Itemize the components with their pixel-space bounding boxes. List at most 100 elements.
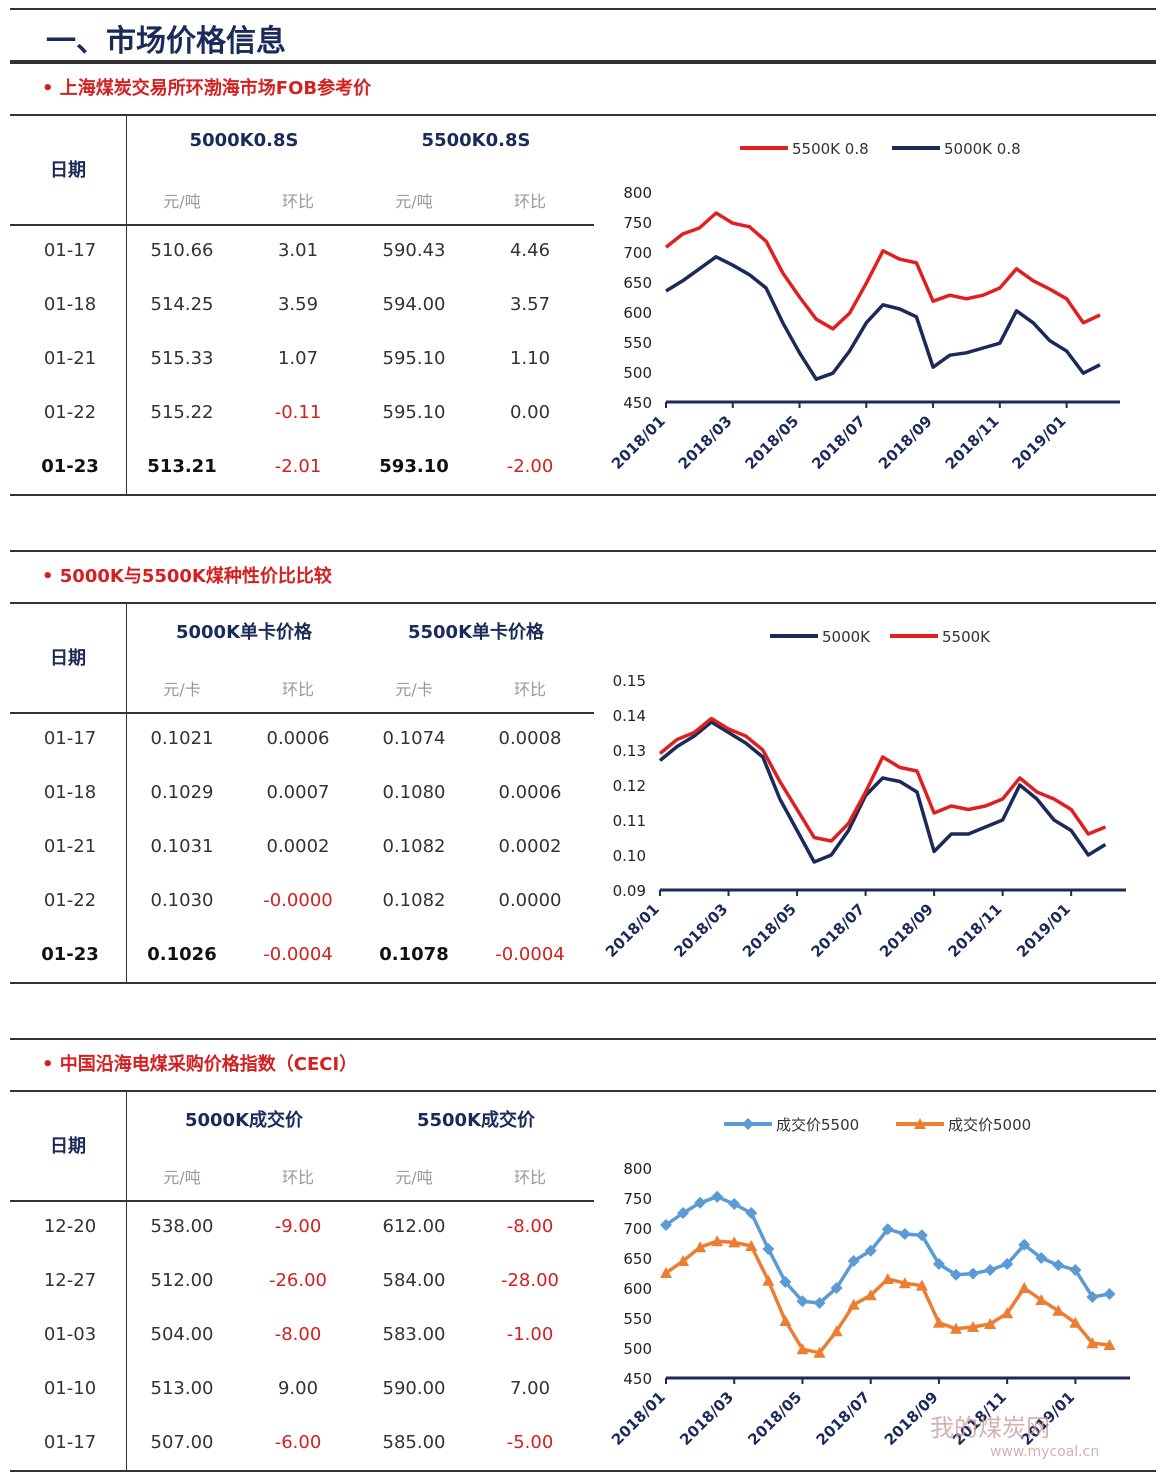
table-cell-v1: 513.21 <box>147 456 217 477</box>
data-point-triangle <box>660 1267 672 1278</box>
y-tick-label: 550 <box>623 334 652 352</box>
data-point-diamond <box>677 1207 690 1219</box>
col-group-header: 5000K0.8S <box>189 130 299 151</box>
table-cell-date: 01-21 <box>43 836 97 857</box>
table-cell-v1: 504.00 <box>150 1324 214 1345</box>
data-point-diamond <box>1018 1238 1031 1251</box>
col-group-header: 5000K成交价 <box>184 1110 304 1131</box>
table-cell-c2: -5.00 <box>506 1432 554 1453</box>
data-point-diamond <box>1052 1259 1065 1272</box>
table-cell-c1: 0.0006 <box>266 728 330 749</box>
y-tick-label: 800 <box>623 1160 652 1178</box>
y-tick-label: 0.13 <box>613 742 646 760</box>
table-cell-v2: 583.00 <box>382 1324 446 1345</box>
x-tick-label: 2018/05 <box>744 1388 805 1449</box>
unit-header: 元/卡 <box>163 680 201 699</box>
y-tick-label: 800 <box>623 184 652 202</box>
data-point-diamond <box>984 1264 997 1276</box>
data-point-triangle <box>1052 1304 1065 1316</box>
legend-item: 成交价5500 <box>724 1116 859 1134</box>
table-cell-date: 01-17 <box>43 1432 97 1453</box>
table-cell-v1: 512.00 <box>150 1270 214 1291</box>
date-column-header: 日期 <box>50 160 86 181</box>
data-point-diamond <box>967 1267 980 1280</box>
y-tick-label: 750 <box>623 214 652 232</box>
data-point-triangle <box>1086 1337 1099 1349</box>
data-point-triangle <box>915 1279 928 1291</box>
data-point-diamond <box>745 1207 758 1219</box>
unit-header: 元/卡 <box>395 680 433 699</box>
table-cell-v2: 590.00 <box>382 1378 446 1399</box>
data-point-triangle <box>813 1346 826 1358</box>
unit-header: 环比 <box>513 192 546 211</box>
table-cell-c1: 3.01 <box>277 240 319 261</box>
data-point-triangle <box>898 1277 911 1289</box>
y-tick-label: 0.11 <box>613 812 646 830</box>
data-point-diamond <box>694 1196 707 1209</box>
table-cell-v1: 0.1026 <box>147 944 217 965</box>
table-cell-date: 01-21 <box>43 348 97 369</box>
x-tick-label: 2018/05 <box>741 412 802 473</box>
table-cell-v2: 0.1078 <box>379 944 449 965</box>
unit-header: 元/吨 <box>395 192 433 211</box>
table-cell-v2: 585.00 <box>382 1432 446 1453</box>
table-cell-c2: 7.00 <box>509 1378 551 1399</box>
y-tick-label: 450 <box>623 1370 652 1388</box>
y-tick-label: 550 <box>623 1310 652 1328</box>
y-tick-label: 600 <box>623 1280 652 1298</box>
legend-label: 5500K <box>942 628 991 646</box>
y-tick-label: 650 <box>623 1250 652 1268</box>
legend-item: 5000K <box>770 628 871 646</box>
y-tick-label: 500 <box>623 1340 652 1358</box>
table-cell-v1: 507.00 <box>150 1432 214 1453</box>
table-cell-c1: -0.0000 <box>263 890 333 911</box>
y-tick-label: 450 <box>623 394 652 412</box>
x-tick-label: 2018/05 <box>739 900 800 961</box>
x-tick-label: 2018/03 <box>676 1388 737 1449</box>
data-point-triangle <box>1001 1307 1014 1319</box>
table-cell-v2: 595.10 <box>382 402 446 423</box>
x-tick-label: 2018/09 <box>875 412 936 473</box>
x-tick-label: 2018/03 <box>675 412 736 473</box>
table-cell-date: 12-20 <box>43 1216 97 1237</box>
table-cell-c1: 0.0007 <box>266 782 330 803</box>
series-line-0 <box>658 720 1107 864</box>
table-cell-date: 01-03 <box>43 1324 97 1345</box>
section-heading: • 中国沿海电煤采购价格指数（CECI） <box>42 1054 358 1075</box>
y-tick-label: 0.10 <box>613 847 646 865</box>
unit-header: 环比 <box>281 192 314 211</box>
table-cell-c2: 3.57 <box>509 294 551 315</box>
y-tick-label: 0.15 <box>613 672 646 690</box>
section-heading: • 上海煤炭交易所环渤海市场FOB参考价 <box>42 78 372 99</box>
table-cell-v2: 612.00 <box>382 1216 446 1237</box>
unit-header: 元/吨 <box>395 1168 433 1187</box>
table-cell-c2: 0.0002 <box>498 836 562 857</box>
data-point-diamond <box>830 1282 843 1294</box>
table-cell-v2: 590.43 <box>382 240 446 261</box>
x-tick-label: 2019/01 <box>1009 412 1070 473</box>
table-cell-date: 12-27 <box>43 1270 97 1291</box>
date-column-header: 日期 <box>50 648 86 669</box>
table-cell-c2: -1.00 <box>506 1324 554 1345</box>
y-tick-label: 700 <box>623 244 652 262</box>
y-tick-label: 0.14 <box>613 707 646 725</box>
y-tick-label: 0.09 <box>613 882 646 900</box>
x-tick-label: 2018/11 <box>945 900 1006 961</box>
data-point-diamond <box>915 1229 928 1242</box>
table-cell-c2: -28.00 <box>500 1270 560 1291</box>
table-cell-c2: 4.46 <box>509 240 551 261</box>
table-cell-v1: 515.22 <box>150 402 214 423</box>
x-tick-label: 2018/09 <box>876 900 937 961</box>
section-heading-bar: • 中国沿海电煤采购价格指数（CECI） <box>10 1038 1156 1092</box>
data-point-triangle <box>762 1274 775 1286</box>
data-point-triangle <box>796 1343 809 1355</box>
unit-header: 环比 <box>281 680 314 699</box>
table-cell-c2: 1.10 <box>509 348 551 369</box>
unit-header: 环比 <box>513 1168 546 1187</box>
table-cell-v1: 514.25 <box>150 294 214 315</box>
data-point-diamond <box>1069 1264 1082 1276</box>
table-cell-c2: 0.0006 <box>498 782 562 803</box>
data-point-triangle <box>830 1325 843 1337</box>
x-tick-label: 2018/03 <box>670 900 731 961</box>
